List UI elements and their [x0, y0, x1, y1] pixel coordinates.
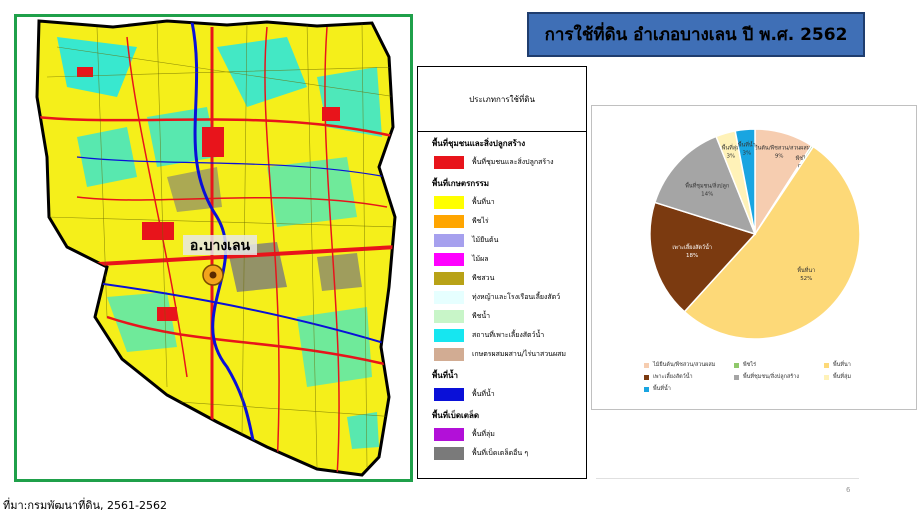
pie-slice-percent: 18% [686, 253, 698, 259]
legend-swatch [434, 156, 464, 169]
legend-swatch [434, 291, 464, 304]
legend-item-label: เกษตรผสมผสาน/ไร่นาสวนผสม [472, 350, 566, 358]
pie-slice [734, 128, 756, 235]
legend-item-label: สถานที่เพาะเลี้ยงสัตว์น้ำ [472, 331, 545, 339]
pie-legend-swatch [734, 374, 739, 380]
pie-legend-swatch [644, 374, 649, 380]
legend-item-label: พื้นที่ลุ่ม [472, 430, 495, 438]
legend-item-label: พืชไร่ [472, 217, 489, 225]
pie-legend: ไม้ยืนต้น/พืชสวน/สวนผสม พืชไร่ พื้นที่นาเพ… [644, 359, 914, 395]
legend-group-title: พื้นที่น้ำ [432, 371, 458, 380]
legend-item: เกษตรผสมผสาน/ไร่นาสวนผสม [434, 345, 586, 364]
pie-legend-item: พื้นที่นา [824, 361, 914, 369]
legend-swatch [434, 348, 464, 361]
legend-group-title: พื้นที่เกษตรกรรม [432, 179, 490, 188]
pie-slice-label: เพาะเลี้ยงสัตว์น้ำ [672, 243, 712, 251]
land-use-pie-panel: ไม้ยืนต้น/พืชสวน/สวนผสม9%พืชไร่0%พื้นที่… [591, 105, 917, 410]
pie-legend-item: พื้นที่น้ำ [644, 385, 734, 393]
legend-swatch [434, 329, 464, 342]
legend-item: พื้นที่เบ็ดเตล็ดอื่น ๆ [434, 444, 586, 463]
pie-slice [653, 135, 757, 236]
legend-swatch [434, 272, 464, 285]
legend-item-label: พื้นที่เบ็ดเตล็ดอื่น ๆ [472, 449, 529, 457]
legend-swatch [434, 196, 464, 209]
pie-legend-item: เพาะเลี้ยงสัตว์น้ำ [644, 373, 734, 381]
legend-item-label: ทุ่งหญ้าและโรงเรือนเลี้ยงสัตว์ [472, 293, 561, 301]
legend-item-label: พืชสวน [472, 274, 495, 282]
pie-slice-percent: 52% [800, 276, 812, 282]
pie-legend-row: เพาะเลี้ยงสัตว์น้ำ พื้นที่ชุมชน/สิ่งปลูกส… [644, 371, 914, 383]
page-number: 6 [846, 486, 851, 494]
pie-slice-label: พื้นที่ลุ่ม [722, 143, 740, 151]
pie-slice-percent: 3% [726, 153, 735, 159]
land-use-map: อ.บางเลน [14, 14, 413, 482]
map-legend: ประเภทการใช้ที่ดิน พื้นที่ชุมชนและสิ่งปล… [417, 66, 587, 479]
legend-group-title: พื้นที่เบ็ดเตล็ด [432, 411, 480, 420]
legend-item: สถานที่เพาะเลี้ยงสัตว์น้ำ [434, 326, 586, 345]
page-title: การใช้ที่ดิน อำเภอบางเลน ปี พ.ศ. 2562 [527, 12, 865, 57]
legend-swatch [434, 447, 464, 460]
pie-slice [649, 201, 757, 313]
pie-legend-swatch [824, 374, 829, 380]
pie-legend-label: เพาะเลี้ยงสัตว์น้ำ [653, 374, 693, 380]
pie-slice-percent: 3% [742, 150, 751, 156]
legend-item: ไม้ยืนต้น [434, 231, 586, 250]
pie-legend-label: พืชไร่ [743, 362, 757, 368]
pie-slice-label: พื้นที่ชุมชน/สิ่งปลูก [685, 182, 729, 190]
pie-slice [683, 145, 861, 340]
legend-swatch [434, 234, 464, 247]
legend-item-label: พื้นที่น้ำ [472, 390, 495, 398]
pie-slice-label: ไม้ยืนต้น/พืชสวน/สวนผสม [747, 144, 811, 151]
pie-legend-swatch [644, 362, 649, 368]
pie-slice-label: พื้นที่นา [797, 266, 815, 274]
legend-swatch [434, 310, 464, 323]
pie-legend-swatch [824, 362, 829, 368]
pie-legend-item: พื้นที่ลุ่ม [824, 373, 914, 381]
legend-item: ทุ่งหญ้าและโรงเรือนเลี้ยงสัตว์ [434, 288, 586, 307]
legend-item: พืชไร่ [434, 212, 586, 231]
pie-legend-item: พืชไร่ [734, 361, 824, 369]
pie-legend-row: พื้นที่น้ำ [644, 383, 914, 395]
legend-group-title: พื้นที่ชุมชนและสิ่งปลูกสร้าง [432, 139, 526, 148]
pie-legend-label: พื้นที่ชุมชน/สิ่งปลูกสร้าง [743, 374, 800, 380]
pie-legend-label: พื้นที่ลุ่ม [833, 374, 852, 380]
pie-legend-item: ไม้ยืนต้น/พืชสวน/สวนผสม [644, 361, 734, 369]
legend-swatch [434, 388, 464, 401]
legend-swatch [434, 428, 464, 441]
legend-item-label: พืชน้ำ [472, 312, 491, 320]
divider [596, 478, 859, 479]
legend-item-label: พื้นที่ชุมชนและสิ่งปลูกสร้าง [472, 158, 554, 166]
legend-item: พื้นที่น้ำ [434, 385, 586, 404]
land-use-pie-chart: ไม้ยืนต้น/พืชสวน/สวนผสม9%พืชไร่0%พื้นที่… [649, 128, 861, 340]
district-label: อ.บางเลน [190, 238, 251, 254]
legend-header: ประเภทการใช้ที่ดิน [418, 67, 586, 132]
legend-item-label: ไม้ผล [472, 255, 489, 263]
pie-legend-label: พื้นที่นา [833, 362, 851, 368]
legend-body: พื้นที่ชุมชนและสิ่งปลูกสร้างพื้นที่ชุมชน… [418, 137, 586, 463]
pie-slice-label: พื้นที่น้ำ [738, 140, 756, 148]
pie-legend-label: ไม้ยืนต้น/พืชสวน/สวนผสม [653, 362, 716, 368]
legend-item: พื้นที่ลุ่ม [434, 425, 586, 444]
pie-slice-percent: 14% [701, 192, 713, 198]
pie-legend-row: ไม้ยืนต้น/พืชสวน/สวนผสม พืชไร่ พื้นที่นา [644, 359, 914, 371]
pie-legend-label: พื้นที่น้ำ [653, 386, 671, 392]
legend-swatch [434, 215, 464, 228]
pie-legend-swatch [644, 386, 649, 392]
legend-item: พืชน้ำ [434, 307, 586, 326]
legend-swatch [434, 253, 464, 266]
legend-item: ไม้ผล [434, 250, 586, 269]
legend-item: พื้นที่นา [434, 193, 586, 212]
legend-item: พืชสวน [434, 269, 586, 288]
legend-item-label: พื้นที่นา [472, 198, 495, 206]
legend-item: พื้นที่ชุมชนและสิ่งปลูกสร้าง [434, 153, 586, 172]
pie-legend-swatch [734, 362, 739, 368]
pie-legend-item: พื้นที่ชุมชน/สิ่งปลูกสร้าง [734, 373, 824, 381]
pie-slice-percent: 9% [775, 153, 784, 159]
source-note: ที่มา:กรมพัฒนาที่ดิน, 2561-2562 [3, 499, 167, 512]
pie-slice-label: พืชไร่ [796, 155, 809, 162]
district-map: อ.บางเลน [35, 19, 397, 477]
legend-item-label: ไม้ยืนต้น [472, 236, 499, 244]
